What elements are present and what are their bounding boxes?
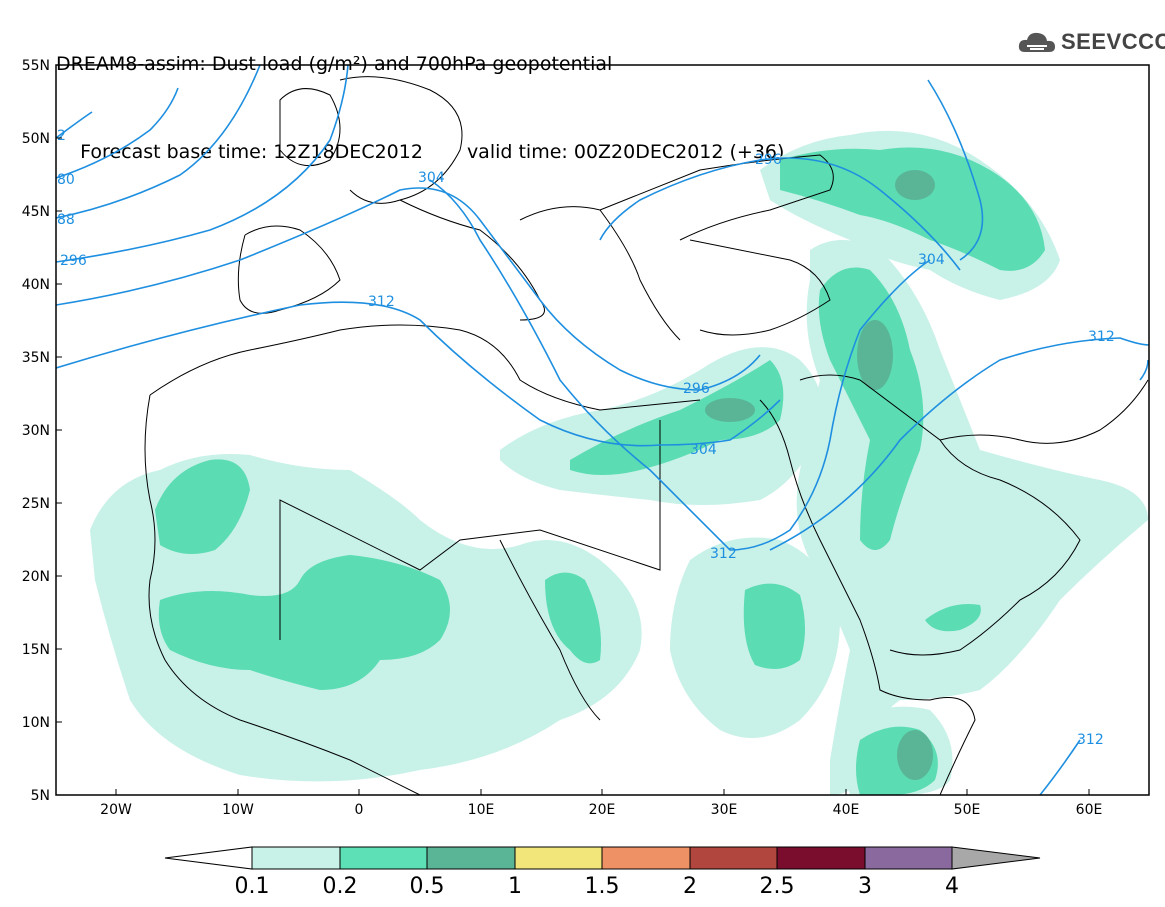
lat-label: 25N (22, 496, 50, 512)
contour-label: 312 (368, 294, 395, 310)
seevccc-logo: SEEVCCC (1017, 22, 1165, 62)
lat-label: 35N (22, 350, 50, 366)
contour-label: 80 (57, 172, 75, 188)
colorbar-bin (251, 846, 341, 870)
lon-label: 20W (100, 802, 132, 818)
logo-text: SEEVCCC (1061, 29, 1165, 54)
title-line-1: DREAM8-assim: Dust load (g/m²) and 700hP… (56, 53, 613, 75)
colorbar-min-arrow (164, 846, 253, 870)
lat-label: 50N (22, 131, 50, 147)
colorbar-bin (776, 846, 866, 870)
colorbar-bin (864, 846, 953, 870)
lon-label: 30E (711, 802, 738, 818)
colorbar-label: 0.1 (235, 874, 270, 899)
contour-label: 296 (755, 152, 782, 168)
colorbar-label: 1.5 (585, 874, 620, 899)
contour-label: 304 (418, 170, 445, 186)
lat-label: 10N (22, 715, 50, 731)
colorbar-bin (339, 846, 428, 870)
map-area: 2 80 88 296 304 312 296 304 296 304 312 … (56, 65, 1149, 795)
forecast-base-time: Forecast base time: 12Z18DEC2012 (80, 141, 423, 163)
colorbar-label: 3 (858, 874, 872, 899)
lon-label: 40E (833, 802, 860, 818)
geopotential-contours (56, 65, 1149, 795)
latitude-axis: 55N 50N 45N 40N 35N 30N 25N 20N 15N 10N … (22, 58, 62, 804)
lon-label: 10W (222, 802, 254, 818)
coastlines (144, 76, 1149, 795)
contour-label: 296 (683, 381, 710, 397)
lat-label: 55N (22, 58, 50, 74)
contour-label: 312 (710, 546, 737, 562)
longitude-axis: 20W 10W 0 10E 20E 30E 40E 50E 60E (100, 789, 1102, 818)
colorbar-label: 0.2 (323, 874, 358, 899)
lat-label: 40N (22, 277, 50, 293)
contour-label: 304 (918, 252, 945, 268)
colorbar (164, 846, 1041, 870)
colorbar-max-arrow (951, 846, 1041, 870)
colorbar-labels: 0.1 0.2 0.5 1 1.5 2 2.5 3 4 (235, 874, 960, 899)
colorbar-bin (426, 846, 516, 870)
lon-label: 0 (355, 802, 364, 818)
contour-labels: 2 80 88 296 304 312 296 304 296 304 312 … (57, 128, 1115, 748)
valid-time: valid time: 00Z20DEC2012 (+36) (466, 141, 785, 163)
colorbar-label: 1 (508, 874, 522, 899)
dust-shading-dark (705, 170, 935, 780)
lon-label: 10E (468, 802, 495, 818)
colorbar-bin (689, 846, 778, 870)
lat-label: 30N (22, 423, 50, 439)
contour-label: 304 (690, 442, 717, 458)
lat-label: 45N (22, 204, 50, 220)
colorbar-bin (514, 846, 603, 870)
lon-label: 50E (954, 802, 981, 818)
contour-label: 296 (60, 253, 87, 269)
contour-label: 312 (1088, 329, 1115, 345)
lon-label: 20E (589, 802, 616, 818)
lat-label: 5N (31, 788, 50, 804)
contour-label: 312 (1077, 732, 1104, 748)
map-title: DREAM8-assim: Dust load (g/m²) and 700hP… (56, 9, 784, 207)
colorbar-label: 0.5 (410, 874, 445, 899)
contour-label: 2 (57, 128, 66, 144)
lat-label: 15N (22, 642, 50, 658)
colorbar-label: 2 (683, 874, 697, 899)
colorbar-label: 4 (945, 874, 959, 899)
lat-label: 20N (22, 569, 50, 585)
colorbar-bin (601, 846, 691, 870)
cloud-logo-icon (1018, 32, 1055, 52)
lon-label: 60E (1076, 802, 1103, 818)
contour-label: 88 (57, 212, 75, 228)
colorbar-label: 2.5 (760, 874, 795, 899)
